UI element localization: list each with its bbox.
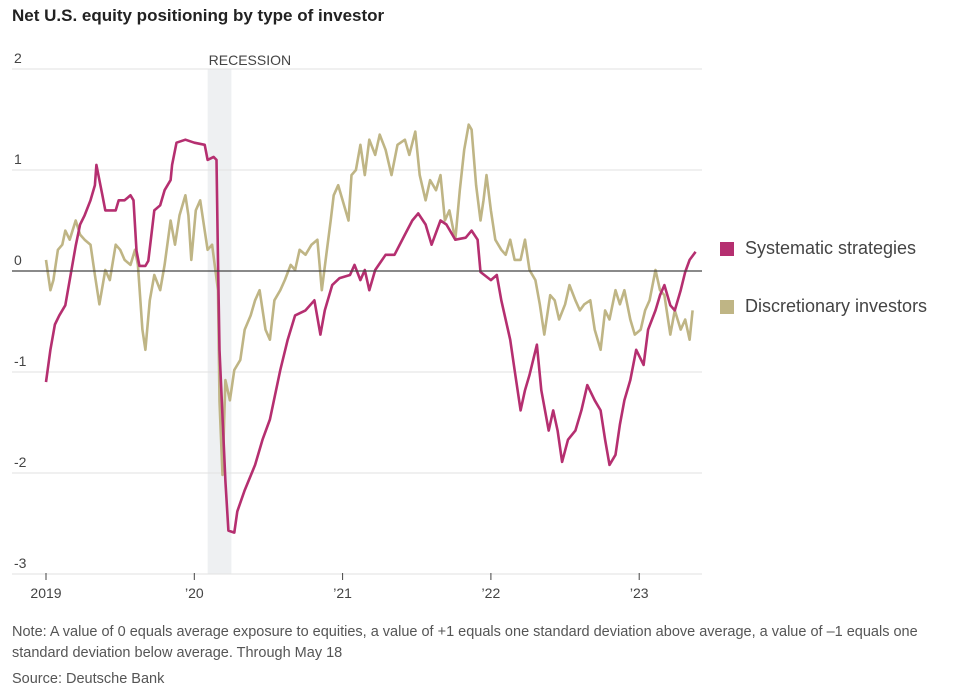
x-tick-label: 2019 bbox=[30, 585, 61, 601]
y-tick-label: -2 bbox=[14, 454, 27, 470]
x-tick-label: ’23 bbox=[630, 585, 649, 601]
chart-title: Net U.S. equity positioning by type of i… bbox=[12, 6, 385, 25]
y-tick-label: 2 bbox=[14, 50, 22, 66]
chart-note: Note: A value of 0 equals average exposu… bbox=[12, 624, 918, 661]
y-tick-label: 0 bbox=[14, 252, 22, 268]
legend-swatch-systematic bbox=[720, 241, 734, 256]
chart-source: Source: Deutsche Bank bbox=[12, 671, 165, 687]
legend-label: Systematic strategies bbox=[745, 238, 917, 258]
recession-label: RECESSION bbox=[209, 52, 291, 68]
legend-label: Discretionary investors bbox=[745, 296, 928, 316]
legend-item-systematic: Systematic strategies bbox=[720, 238, 916, 259]
y-tick-label: -1 bbox=[14, 353, 27, 369]
y-tick-label: -3 bbox=[14, 555, 27, 571]
series-line-discretionary bbox=[44, 123, 694, 477]
y-tick-label: 1 bbox=[14, 151, 22, 167]
x-tick-label: ’22 bbox=[482, 585, 501, 601]
legend-item-discretionary: Discretionary investors bbox=[720, 296, 927, 317]
legend-swatch-discretionary bbox=[720, 299, 734, 314]
x-tick-label: ’21 bbox=[333, 585, 352, 601]
series-line-systematic bbox=[44, 138, 697, 534]
x-tick-label: ’20 bbox=[185, 585, 204, 601]
